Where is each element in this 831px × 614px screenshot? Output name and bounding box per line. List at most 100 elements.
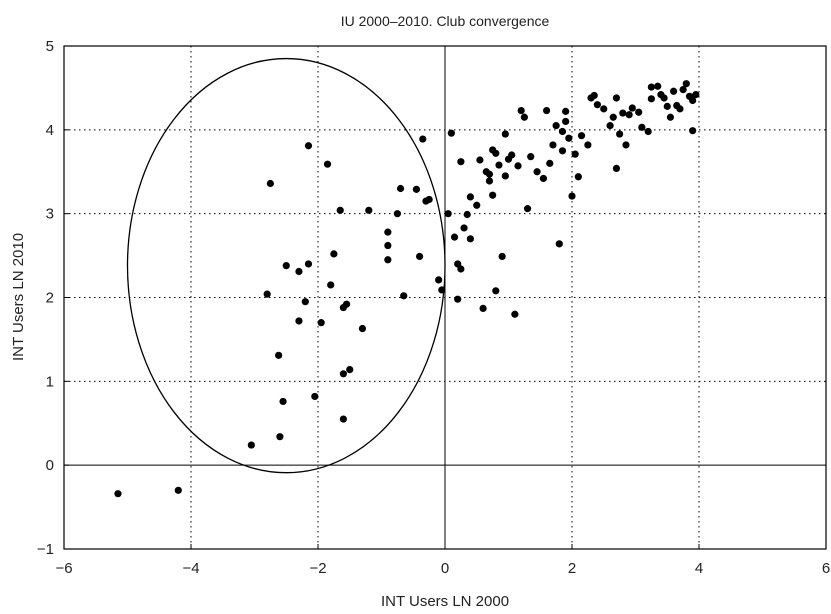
data-point [539, 174, 548, 183]
data-point [676, 105, 684, 113]
data-point [670, 87, 678, 95]
data-point [454, 295, 462, 303]
data-point [574, 173, 582, 181]
data-point [511, 310, 519, 318]
data-point [492, 149, 500, 157]
data-point [485, 170, 494, 178]
data-point [635, 108, 643, 116]
data-point [577, 132, 586, 140]
data-point [552, 122, 560, 130]
data-point [323, 160, 332, 168]
y-axis-label: INT Users LN 2010 [10, 233, 27, 361]
chart-title: IU 2000–2010. Club convergence [341, 13, 550, 29]
data-point [571, 150, 579, 158]
data-point [384, 241, 392, 250]
data-point [558, 147, 567, 155]
data-point [304, 142, 313, 150]
data-point [460, 224, 468, 232]
data-point [301, 298, 309, 306]
data-point [498, 252, 506, 261]
data-point [174, 486, 182, 494]
data-point [520, 113, 528, 121]
data-point [654, 82, 662, 90]
y-tick-label: 3 [46, 206, 54, 223]
y-tick-label: 4 [46, 122, 54, 139]
x-tick-label: −2 [309, 560, 326, 577]
data-point [609, 113, 617, 121]
data-point [666, 113, 675, 121]
data-point [495, 161, 503, 169]
data-point [457, 265, 465, 273]
data-point [568, 192, 576, 200]
x-tick-label: 0 [441, 560, 449, 577]
x-axis-ticks: −6 −4 −2 0 2 4 6 [55, 544, 830, 577]
data-point [489, 191, 497, 199]
data-point [463, 210, 471, 219]
data-point [473, 201, 481, 209]
data-point [266, 179, 274, 188]
data-point [612, 94, 621, 102]
data-point [365, 206, 373, 214]
y-tick-label: 5 [46, 38, 54, 55]
data-point [619, 109, 627, 117]
data-point [384, 228, 392, 236]
y-tick-label: 2 [46, 290, 54, 307]
y-tick-label: 1 [46, 373, 54, 390]
data-point [263, 290, 271, 298]
data-point [593, 101, 602, 109]
y-axis-ticks: −1 0 1 2 3 4 5 [37, 38, 69, 558]
data-point [282, 262, 290, 270]
data-point [450, 233, 459, 241]
data-point [616, 130, 624, 138]
data-point [584, 141, 592, 149]
data-point [555, 240, 563, 248]
data-point [466, 235, 474, 243]
data-point [444, 210, 452, 218]
data-point [317, 319, 325, 327]
data-point [346, 365, 354, 374]
data-point [492, 287, 500, 295]
data-point [479, 304, 487, 312]
data-point [330, 250, 338, 258]
data-point [628, 104, 636, 112]
data-point [311, 392, 319, 401]
data-point [457, 158, 465, 166]
data-point [342, 300, 351, 308]
x-tick-label: 2 [568, 560, 576, 577]
y-tick-label: −1 [37, 541, 54, 558]
data-point [485, 177, 494, 185]
data-point [476, 156, 484, 164]
x-axis-label: INT Users LN 2000 [381, 593, 509, 610]
data-point [517, 106, 525, 115]
data-point [543, 106, 551, 115]
data-points [114, 80, 700, 498]
data-point [679, 85, 687, 94]
data-point [339, 415, 347, 423]
data-point [304, 260, 313, 268]
data-point [435, 276, 443, 284]
data-point [527, 153, 535, 161]
data-point [612, 164, 621, 172]
data-point [114, 490, 122, 498]
data-point [546, 159, 554, 167]
data-point [416, 252, 424, 261]
data-point [514, 162, 522, 170]
x-tick-label: 4 [695, 560, 703, 577]
data-point [606, 122, 614, 130]
data-point [396, 184, 405, 193]
data-point [647, 95, 655, 103]
data-point [565, 134, 573, 142]
data-point [295, 317, 303, 325]
data-point [558, 127, 567, 136]
data-point [247, 441, 255, 449]
data-point [625, 111, 633, 119]
data-point [523, 205, 532, 213]
data-point [663, 102, 671, 110]
data-point [279, 397, 287, 406]
data-point [682, 80, 690, 88]
data-point [295, 267, 303, 276]
data-point [501, 172, 509, 180]
club-ellipse [126, 57, 446, 474]
data-point [447, 129, 455, 137]
